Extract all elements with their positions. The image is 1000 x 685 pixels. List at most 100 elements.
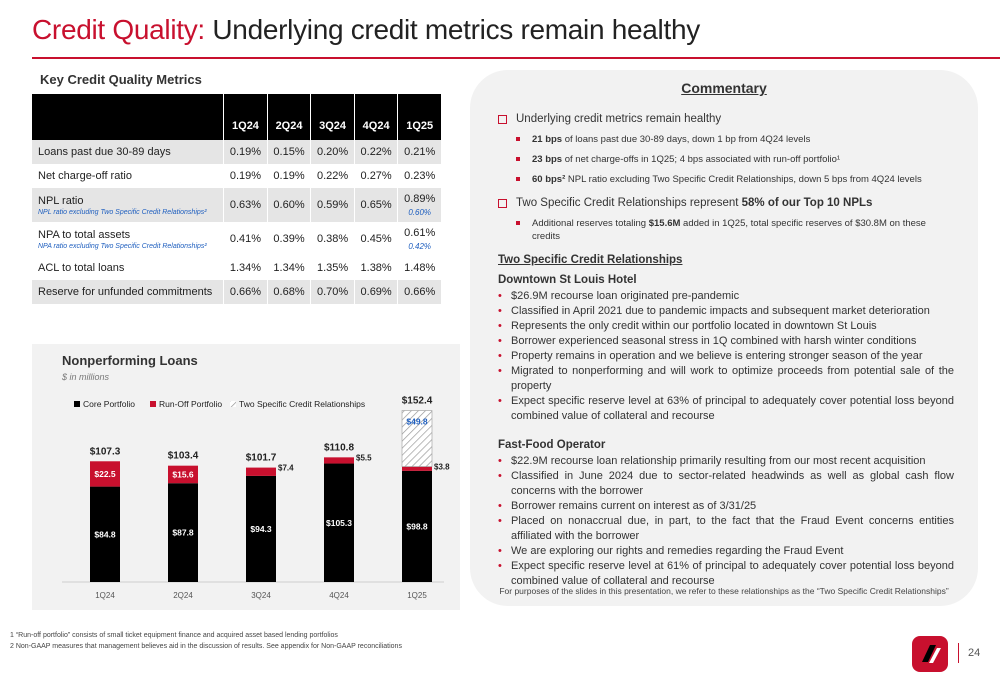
bullet-dot-icon: • — [498, 545, 502, 557]
commentary-panel: Commentary Underlying credit metrics rem… — [470, 70, 978, 606]
table-row: Net charge-off ratio 0.19% 0.19% 0.22% 0… — [32, 164, 442, 188]
legend-swatch — [230, 401, 236, 407]
subpoint-prefix: Additional reserves totaling — [532, 218, 649, 229]
point-text-bold: 58% of our Top 10 NPLs — [741, 197, 873, 209]
data-label-run-off: $22.5 — [94, 469, 116, 479]
bar-total-label: $107.3 — [90, 446, 121, 457]
x-tick-label: 1Q25 — [407, 591, 427, 600]
bar-total-label: $103.4 — [168, 451, 199, 462]
table-cell: 0.19% — [223, 164, 268, 188]
row-label: Net charge-off ratio — [32, 164, 225, 188]
list-item: • Property remains in operation and we be… — [498, 349, 954, 364]
table-row: NPA to total assets NPA ratio excluding … — [32, 222, 442, 256]
x-tick-label: 4Q24 — [329, 591, 349, 600]
bar-run-off-portfolio — [324, 457, 354, 464]
footnote: 1 “Run-off portfolio” consists of small … — [10, 632, 338, 639]
column-header: 4Q24 — [354, 94, 399, 140]
commentary-point: Two Specific Credit Relationships repres… — [498, 196, 954, 211]
data-label-run-off: $7.4 — [278, 464, 294, 473]
cell-subvalue: 0.60% — [408, 208, 432, 217]
table-cell: 0.63% — [223, 188, 268, 222]
column-header: 3Q24 — [310, 94, 355, 140]
title-text: Underlying credit metrics remain healthy — [212, 14, 700, 45]
square-bullet-icon — [516, 221, 520, 225]
table-row: NPL ratio NPL ratio excluding Two Specif… — [32, 188, 442, 222]
row-label: ACL to total loans — [32, 256, 225, 280]
row-label-text: NPL ratio — [38, 194, 84, 207]
table-row: Reserve for unfunded commitments 0.66% 0… — [32, 280, 442, 304]
list-item-text: Classified in June 2024 due to sector-re… — [511, 470, 954, 497]
list-item: • Migrated to nonperforming and will work… — [498, 364, 954, 394]
list-item: • Classified in April 2021 due to pandemi… — [498, 304, 954, 319]
subpoint-bold: 23 bps — [532, 154, 563, 165]
commentary-footer: For purposes of the slides in this prese… — [499, 586, 949, 596]
cell-value: 0.89% — [404, 193, 436, 205]
commentary-subpoint: Additional reserves totaling $15.6M adde… — [498, 217, 954, 243]
title-accent: Credit Quality: — [32, 14, 205, 45]
square-bullet-icon — [516, 177, 520, 181]
list-item: • We are exploring our rights and remedie… — [498, 544, 954, 559]
legend-label: Core Portfolio — [83, 399, 135, 409]
point-text: Underlying credit metrics remain healthy — [516, 113, 722, 125]
table-cell: 1.48% — [397, 256, 442, 280]
table-cell: 0.68% — [267, 280, 312, 304]
table-cell: 0.22% — [310, 164, 355, 188]
title-rule — [32, 57, 1000, 59]
npl-chart-panel: Nonperforming Loans $ in millions Core P… — [32, 344, 460, 610]
bullet-dot-icon: • — [498, 305, 502, 317]
bar-core-portfolio — [402, 470, 432, 582]
commentary-subpoint: 21 bps of loans past due 30-89 days, dow… — [498, 133, 954, 146]
table-cell: 0.59% — [310, 188, 355, 222]
table-cell: 0.39% — [267, 222, 312, 256]
cell-subvalue: 0.42% — [408, 242, 432, 251]
row-sublabel: NPA ratio excluding Two Specific Credit … — [38, 242, 207, 250]
table-cell: 0.66% — [397, 280, 442, 304]
column-header: 1Q24 — [223, 94, 268, 140]
x-tick-label: 1Q24 — [95, 591, 115, 600]
subpoint-text: of loans past due 30-89 days, down 1 bp … — [562, 134, 811, 145]
footnote: 2 Non-GAAP measures that management beli… — [10, 643, 402, 650]
table-cell: 1.34% — [267, 256, 312, 280]
section-title: Two Specific Credit Relationships — [498, 254, 683, 266]
table-row: ACL to total loans 1.34% 1.34% 1.35% 1.3… — [32, 256, 442, 280]
column-header: 1Q25 — [397, 94, 442, 140]
bar-run-off-portfolio — [168, 465, 198, 484]
list-item: • Borrower experienced seasonal stress in… — [498, 334, 954, 349]
bullet-dot-icon: • — [498, 560, 502, 572]
data-label-core: $105.3 — [326, 518, 352, 528]
table-cell: 1.35% — [310, 256, 355, 280]
list-item-text: Migrated to nonperforming and will work … — [511, 365, 954, 392]
checkbox-bullet-icon — [498, 199, 507, 208]
table-cell: 0.45% — [354, 222, 399, 256]
list-item-text: $22.9M recourse loan relationship primar… — [511, 455, 926, 467]
subpoint-bold: $15.6M — [648, 218, 681, 229]
checkbox-bullet-icon — [498, 115, 507, 124]
table-cell: 0.70% — [310, 280, 355, 304]
list-item-text: Represents the only credit within our po… — [511, 320, 877, 332]
list-item-text: Borrower experienced seasonal stress in … — [511, 335, 917, 347]
legend-label: Run-Off Portfolio — [159, 399, 222, 409]
row-label: Loans past due 30-89 days — [32, 140, 225, 164]
list-item: • Borrower remains current on interest as… — [498, 499, 954, 514]
x-tick-label: 3Q24 — [251, 591, 271, 600]
subpoint-bold: 21 bps — [532, 134, 563, 145]
page-number-divider — [958, 643, 959, 663]
bar-total-label: $152.4 — [402, 396, 433, 407]
cell-value: 0.61% — [404, 227, 436, 239]
list-item-text: Property remains in operation and we bel… — [511, 350, 923, 362]
table-cell: 0.20% — [310, 140, 355, 164]
bullet-dot-icon: • — [498, 395, 502, 407]
bullet-dot-icon: • — [498, 290, 502, 302]
commentary-title: Commentary — [681, 80, 767, 96]
data-label-core: $84.8 — [94, 529, 116, 539]
list-item-text: $26.9M recourse loan originated pre-pand… — [511, 290, 740, 302]
commentary-subpoint: 60 bps² NPL ratio excluding Two Specific… — [498, 173, 954, 186]
bullet-dot-icon: • — [498, 350, 502, 362]
bar-core-portfolio — [246, 475, 276, 582]
bullet-dot-icon: • — [498, 335, 502, 347]
bullet-dot-icon: • — [498, 470, 502, 482]
bar-two-specific-credit — [401, 410, 433, 467]
page-number: 24 — [968, 647, 981, 659]
table-cell: 0.15% — [267, 140, 312, 164]
commentary-point: Underlying credit metrics remain healthy — [498, 112, 954, 127]
